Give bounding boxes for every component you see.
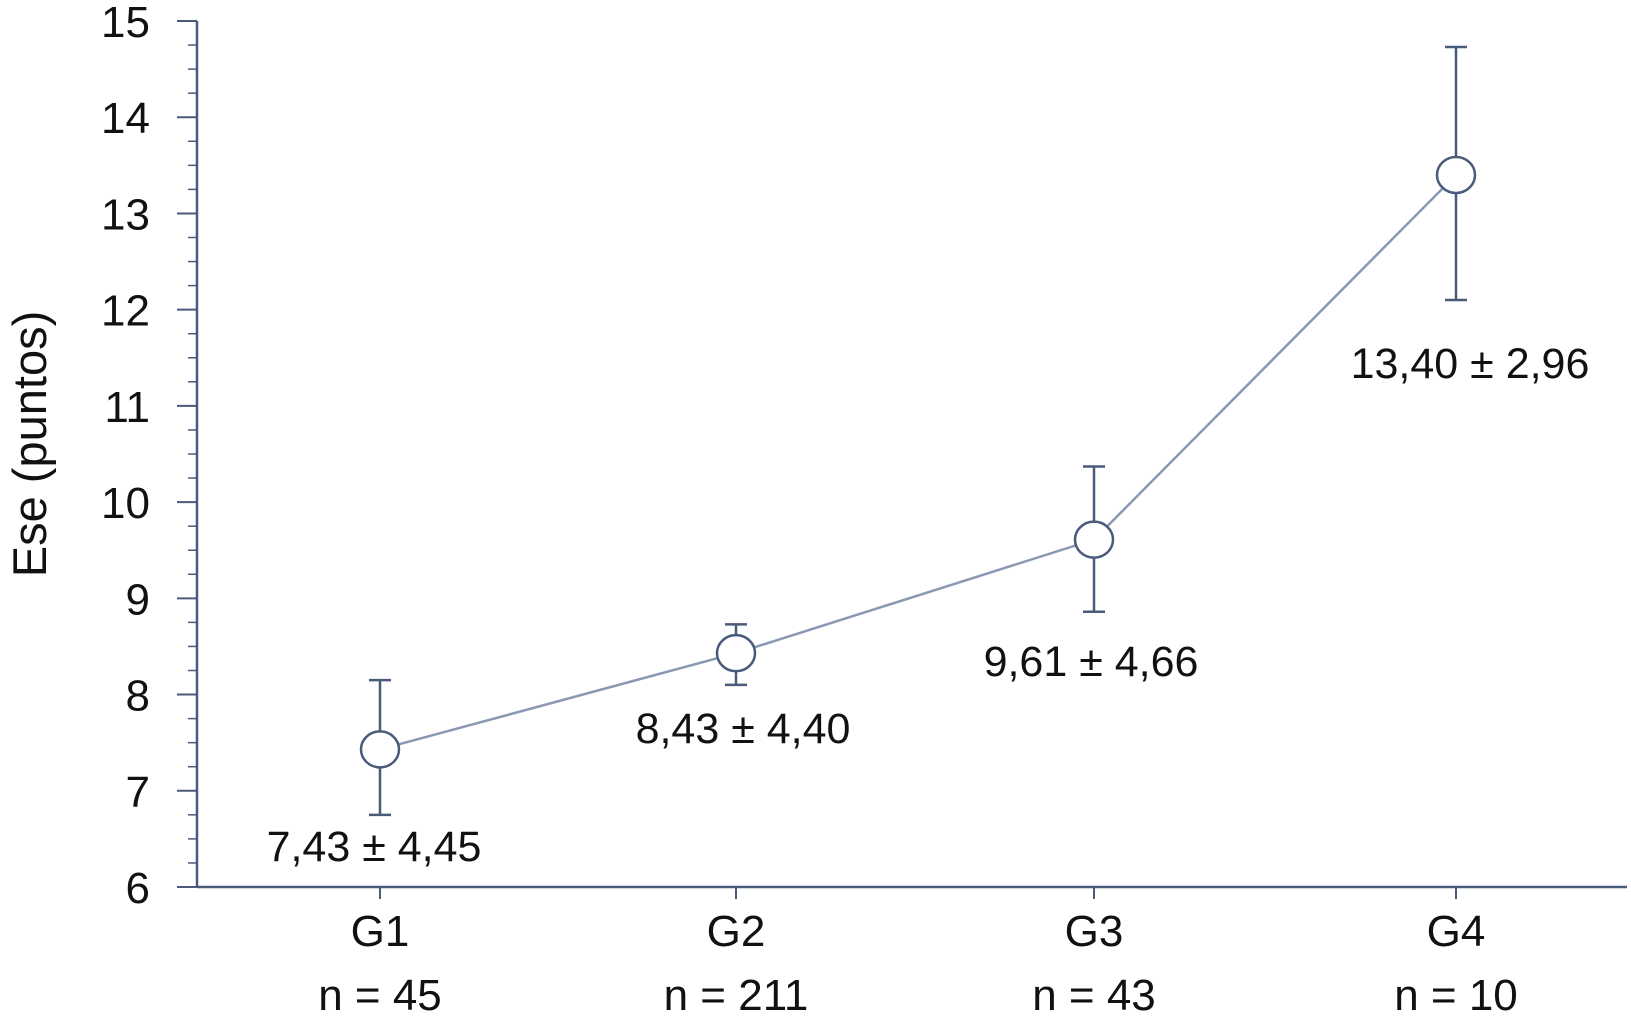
x-tick-sublabel: n = 10 bbox=[1394, 971, 1518, 1020]
y-tick-label: 6 bbox=[126, 864, 150, 913]
y-tick-label: 8 bbox=[126, 672, 150, 721]
y-tick-label: 9 bbox=[126, 575, 150, 624]
x-tick-label: G1 bbox=[351, 907, 410, 956]
y-tick-label: 11 bbox=[104, 383, 150, 432]
y-axis-label: Ese (puntos) bbox=[3, 311, 56, 577]
x-tick-label: G2 bbox=[707, 907, 766, 956]
chart-plot-area: 7,43 ± 4,45 8,43 ± 4,40 9,61 ± 4,66 13,40 ±… bbox=[267, 45, 1590, 871]
y-tick-label: 10 bbox=[101, 479, 150, 528]
series-line bbox=[379, 174, 1457, 751]
data-point-marker bbox=[1435, 155, 1477, 195]
data-label: 13,40 ± 2,96 bbox=[1351, 340, 1590, 388]
data-label: 7,43 ± 4,45 bbox=[267, 823, 482, 871]
data-point-marker bbox=[715, 633, 757, 673]
data-label: 8,43 ± 4,40 bbox=[636, 705, 851, 753]
data-point-marker bbox=[1073, 520, 1115, 559]
y-tick-label: 14 bbox=[101, 94, 150, 143]
data-point-marker bbox=[359, 730, 401, 769]
chart-axes: 6 7 8 9 10 11 12 13 14 15 G1 n = 45 G2 n = 211 G3 n = 4… bbox=[101, 0, 1627, 1020]
y-tick-label: 15 bbox=[101, 0, 150, 47]
x-tick-sublabel: n = 211 bbox=[664, 971, 809, 1020]
y-tick-label: 13 bbox=[101, 190, 150, 239]
y-tick-label: 12 bbox=[101, 287, 150, 336]
x-tick-sublabel: n = 43 bbox=[1032, 971, 1156, 1020]
x-tick-sublabel: n = 45 bbox=[318, 971, 442, 1020]
x-tick-label: G3 bbox=[1065, 907, 1124, 956]
y-tick-label: 7 bbox=[126, 768, 150, 817]
data-label: 9,61 ± 4,66 bbox=[984, 638, 1199, 686]
x-tick-label: G4 bbox=[1427, 907, 1486, 956]
